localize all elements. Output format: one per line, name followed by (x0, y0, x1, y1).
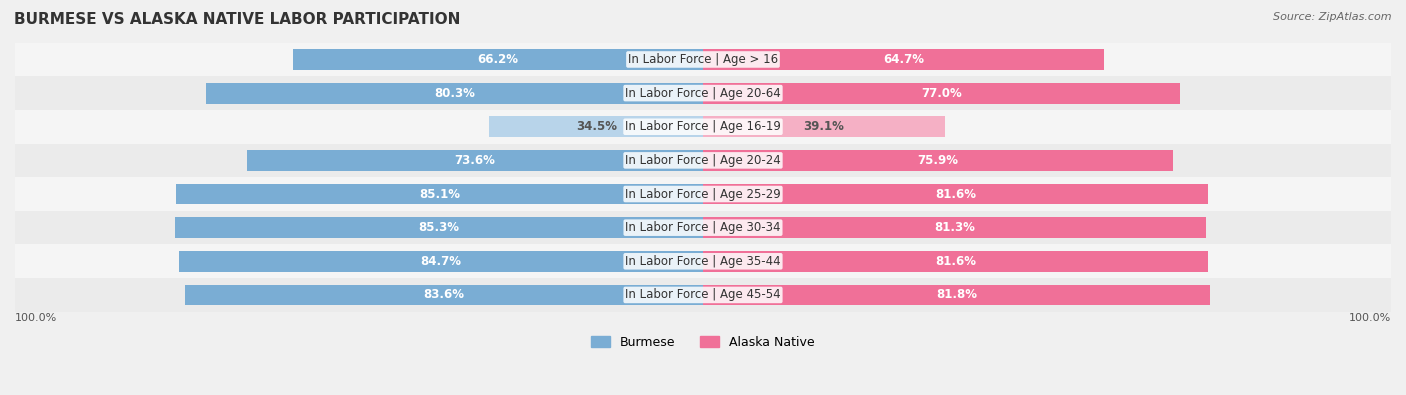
Text: 85.3%: 85.3% (419, 221, 460, 234)
Text: 64.7%: 64.7% (883, 53, 924, 66)
Text: In Labor Force | Age 20-24: In Labor Force | Age 20-24 (626, 154, 780, 167)
Bar (174, 217, 703, 238)
Text: In Labor Force | Age > 16: In Labor Force | Age > 16 (628, 53, 778, 66)
Text: 34.5%: 34.5% (575, 120, 617, 133)
Bar (15, 43, 1391, 76)
Text: In Labor Force | Age 35-44: In Labor Force | Age 35-44 (626, 255, 780, 268)
Bar (703, 116, 945, 137)
Bar (703, 217, 1206, 238)
Bar (176, 184, 703, 205)
Text: 81.6%: 81.6% (935, 188, 976, 201)
Bar (489, 116, 703, 137)
Text: 81.8%: 81.8% (936, 288, 977, 301)
Bar (15, 76, 1391, 110)
Text: In Labor Force | Age 45-54: In Labor Force | Age 45-54 (626, 288, 780, 301)
Bar (15, 211, 1391, 245)
Text: In Labor Force | Age 25-29: In Labor Force | Age 25-29 (626, 188, 780, 201)
Text: 84.7%: 84.7% (420, 255, 461, 268)
Text: 100.0%: 100.0% (1348, 314, 1391, 324)
Bar (15, 278, 1391, 312)
Text: In Labor Force | Age 16-19: In Labor Force | Age 16-19 (626, 120, 780, 133)
Bar (15, 110, 1391, 143)
Bar (15, 177, 1391, 211)
Text: 77.0%: 77.0% (921, 87, 962, 100)
Bar (186, 284, 703, 305)
Text: 85.1%: 85.1% (419, 188, 460, 201)
Text: 39.1%: 39.1% (804, 120, 845, 133)
Text: 75.9%: 75.9% (918, 154, 959, 167)
Bar (703, 150, 1173, 171)
Text: Source: ZipAtlas.com: Source: ZipAtlas.com (1274, 12, 1392, 22)
Text: 73.6%: 73.6% (454, 154, 495, 167)
Bar (703, 184, 1208, 205)
Bar (205, 83, 703, 103)
Text: 81.3%: 81.3% (934, 221, 976, 234)
Bar (703, 251, 1208, 272)
Text: 100.0%: 100.0% (15, 314, 58, 324)
Legend: Burmese, Alaska Native: Burmese, Alaska Native (586, 331, 820, 354)
Text: 66.2%: 66.2% (478, 53, 519, 66)
Bar (703, 284, 1209, 305)
Bar (292, 49, 703, 70)
Bar (703, 83, 1180, 103)
Bar (15, 143, 1391, 177)
Bar (247, 150, 703, 171)
Text: BURMESE VS ALASKA NATIVE LABOR PARTICIPATION: BURMESE VS ALASKA NATIVE LABOR PARTICIPA… (14, 12, 460, 27)
Bar (15, 245, 1391, 278)
Bar (179, 251, 703, 272)
Bar (703, 49, 1104, 70)
Text: In Labor Force | Age 20-64: In Labor Force | Age 20-64 (626, 87, 780, 100)
Text: 83.6%: 83.6% (423, 288, 464, 301)
Text: In Labor Force | Age 30-34: In Labor Force | Age 30-34 (626, 221, 780, 234)
Text: 80.3%: 80.3% (434, 87, 475, 100)
Text: 81.6%: 81.6% (935, 255, 976, 268)
